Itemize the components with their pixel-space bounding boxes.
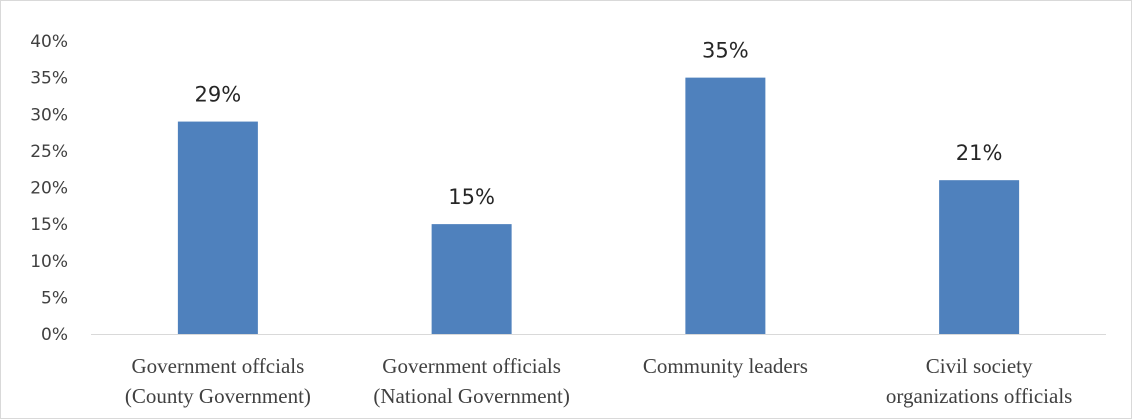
bar [431, 224, 512, 334]
y-tick-label: 15% [30, 215, 68, 235]
data-label: 21% [956, 141, 1003, 165]
y-tick-label: 5% [41, 288, 68, 308]
y-tick-label: 10% [30, 252, 68, 272]
x-axis-category-labels: Government offcials (County Government)Go… [125, 354, 1072, 408]
data-label: 29% [195, 83, 242, 107]
data-label: 15% [448, 185, 495, 209]
x-category-label-line: Community leaders [643, 354, 808, 378]
y-tick-label: 40% [30, 32, 68, 52]
x-category-label-line: (National Government) [373, 384, 570, 408]
x-category-label-line: organizations officials [886, 384, 1072, 408]
y-tick-label: 25% [30, 142, 68, 162]
y-tick-label: 20% [30, 179, 68, 199]
x-category-label-line: Government officials [382, 354, 561, 378]
x-category-label: Civil society organizations officials [886, 354, 1072, 408]
y-tick-label: 0% [41, 325, 68, 345]
y-axis-tick-labels: 0% 5% 10% 15% 20% 25% 30% 35% 40% [30, 32, 68, 345]
bars [177, 77, 1020, 334]
x-category-label-line: (County Government) [125, 384, 311, 408]
x-category-label-line: Civil society [926, 354, 1033, 378]
x-category-label-line: Government offcials [131, 354, 304, 378]
bar [939, 180, 1020, 334]
x-category-label: Community leaders [643, 354, 808, 378]
x-category-label: Government offcials (County Government) [125, 354, 311, 408]
y-tick-label: 35% [30, 69, 68, 89]
x-category-label: Government officials (National Government… [373, 354, 570, 408]
bar [177, 121, 258, 334]
bar [685, 77, 766, 334]
data-labels: 29% 15% 35% 21% [195, 39, 1003, 210]
y-tick-label: 30% [30, 105, 68, 125]
data-label: 35% [702, 39, 749, 63]
